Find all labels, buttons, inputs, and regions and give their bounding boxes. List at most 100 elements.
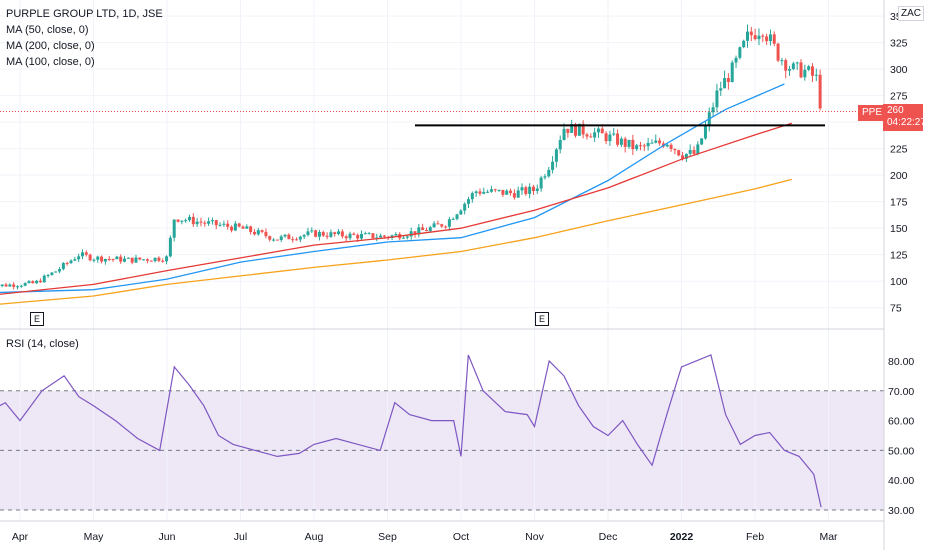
candle-body — [367, 233, 371, 235]
candle-body — [703, 125, 707, 139]
candle-body — [264, 231, 268, 237]
candle-body — [176, 219, 180, 222]
candle-body — [646, 142, 650, 147]
legend-ma100[interactable]: MA (100, close, 0) — [6, 56, 95, 68]
time-tick-label: 2022 — [670, 531, 694, 543]
candles — [0, 24, 822, 290]
time-tick-label: Sep — [378, 531, 397, 543]
candle-body — [252, 231, 256, 235]
candle-body — [795, 62, 799, 64]
rsi-tick-label: 70.00 — [888, 386, 914, 398]
chart-title[interactable]: PURPLE GROUP LTD, 1D, JSE — [6, 8, 163, 20]
candle-body — [195, 221, 199, 225]
candle-body — [172, 219, 176, 238]
candle-body — [283, 234, 287, 237]
candle-body — [295, 239, 299, 241]
time-tick-label: Jul — [234, 531, 247, 543]
currency-label[interactable]: ZAC — [898, 6, 924, 21]
legend-rsi[interactable]: RSI (14, close) — [6, 338, 79, 350]
price-tick-label: 150 — [890, 223, 908, 235]
rsi-tick-label: 60.00 — [888, 416, 914, 428]
time-tick-label: Nov — [525, 531, 544, 543]
candle-body — [642, 145, 646, 147]
candle-body — [593, 132, 597, 138]
candle-body — [4, 284, 8, 287]
candle-body — [272, 239, 276, 241]
candle-body — [302, 234, 306, 237]
candle-body — [405, 236, 409, 238]
candle-body — [451, 218, 455, 220]
legend-ma200[interactable]: MA (200, close, 0) — [6, 40, 95, 52]
candle-body — [165, 256, 169, 262]
earnings-marker[interactable]: E — [30, 312, 44, 326]
candle-body — [818, 74, 822, 109]
moving-average-lines — [0, 83, 792, 305]
candle-body — [65, 263, 69, 265]
candle-body — [810, 66, 814, 76]
candle-body — [69, 260, 73, 264]
time-axis-ticks: Apr May Jun Jul Aug Sep Oct Nov Dec 2022 Feb Mar — [12, 531, 838, 543]
candle-body — [784, 60, 788, 71]
legend-ma50[interactable]: MA (50, close, 0) — [6, 24, 89, 36]
candle-body — [187, 216, 191, 221]
price-tick-label: 100 — [890, 276, 908, 288]
candle-body — [742, 40, 746, 48]
candle-body — [765, 36, 769, 42]
candle-body — [256, 230, 260, 235]
candle-body — [23, 283, 27, 286]
candle-body — [436, 223, 440, 225]
price-tick-label: 225 — [890, 144, 908, 156]
candle-body — [791, 63, 795, 70]
rsi-tick-label: 80.00 — [888, 356, 914, 368]
candle-body — [547, 169, 551, 177]
candle-body — [604, 133, 608, 142]
candle-body — [543, 176, 547, 178]
candle-body — [241, 226, 245, 229]
candle-body — [291, 239, 295, 241]
candle-body — [287, 234, 291, 240]
candle-body — [715, 90, 719, 108]
candle-body — [245, 226, 249, 229]
candle-body — [84, 252, 88, 255]
candle-body — [600, 128, 604, 134]
candle-body — [325, 235, 329, 237]
candle-body — [482, 191, 486, 194]
symbol-tag: PPE — [858, 105, 887, 121]
candle-body — [421, 227, 425, 231]
candle-body — [730, 62, 734, 83]
candle-body — [237, 223, 241, 227]
candle-body — [635, 145, 639, 150]
candle-body — [574, 124, 578, 136]
candle-body — [486, 191, 490, 193]
candle-body — [531, 186, 535, 192]
candle-body — [279, 236, 283, 241]
grid — [0, 0, 884, 521]
candle-body — [210, 220, 214, 222]
candle-body — [73, 259, 77, 261]
candle-body — [669, 144, 673, 149]
candle-body — [677, 150, 681, 156]
candle-body — [61, 263, 65, 270]
candle-body — [413, 231, 417, 235]
ma100-line — [0, 122, 792, 295]
candle-body — [409, 231, 413, 237]
candle-body — [772, 34, 776, 44]
rsi-tick-label: 50.00 — [888, 445, 914, 457]
candle-body — [684, 153, 688, 159]
candle-body — [509, 190, 513, 194]
earnings-marker[interactable]: E — [535, 312, 549, 326]
time-tick-label: Mar — [819, 531, 838, 543]
candle-body — [103, 258, 107, 262]
candle-body — [623, 138, 627, 147]
candle-body — [612, 133, 616, 135]
candle-body — [268, 236, 272, 240]
candle-body — [168, 237, 172, 257]
bar-countdown: 04:22:27 — [887, 117, 926, 128]
rsi-lines — [0, 354, 822, 508]
candle-body — [493, 189, 497, 191]
candle-body — [428, 227, 432, 232]
candle-body — [497, 189, 501, 191]
candle-body — [577, 123, 581, 136]
candle-body — [352, 233, 356, 235]
